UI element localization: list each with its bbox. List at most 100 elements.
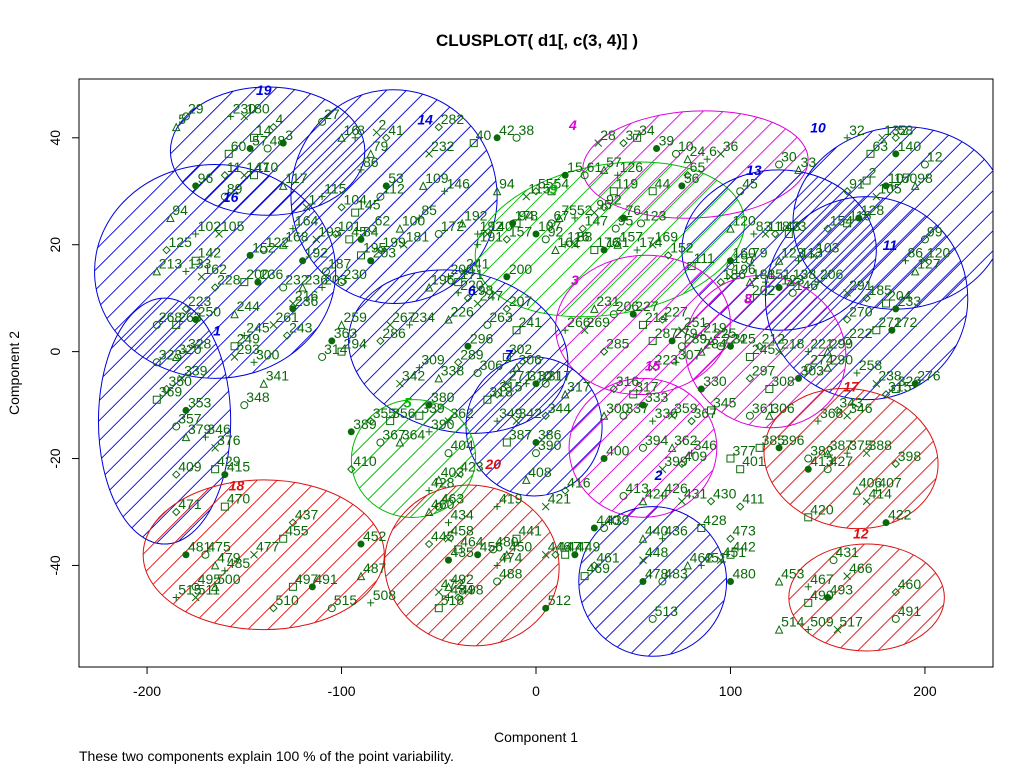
point-label: 510 (275, 592, 299, 608)
point-label: 227 (635, 298, 659, 314)
point-label: 300 (256, 346, 280, 362)
data-point: 315 (492, 378, 523, 399)
data-point: 299 (823, 336, 853, 356)
point-label: 488 (499, 565, 523, 581)
cluster-label-7: 7 (505, 347, 514, 363)
point-label: 224 (723, 330, 747, 346)
point-label: 396 (781, 432, 805, 448)
point-label: 463 (441, 491, 465, 507)
cluster-ellipse-12 (788, 543, 945, 652)
point-label: 2 (869, 165, 877, 181)
point-label: 214 (645, 309, 669, 325)
point-label: 192 (480, 218, 504, 234)
data-point: 367 (687, 405, 717, 426)
data-point: 3 (279, 127, 293, 147)
point-label: 409 (178, 459, 202, 475)
cluster-ellipse-4 (582, 110, 809, 219)
point-label: 302 (509, 341, 533, 357)
point-label: 251 (684, 314, 708, 330)
data-point: 267 (386, 309, 416, 329)
point-label: 333 (645, 389, 669, 405)
data-point: 420 (804, 501, 834, 522)
point-label: 207 (509, 293, 533, 309)
data-point: 238 (872, 368, 902, 388)
point-label: 387 (830, 437, 854, 453)
point-label: 266 (567, 314, 591, 330)
cluster-label-12: 12 (853, 526, 869, 542)
point-label: 310 (528, 368, 552, 384)
data-point: 435 (444, 544, 474, 564)
point-label: 73 (791, 218, 807, 234)
data-point: 306 (765, 400, 795, 420)
data-point: 83 (750, 218, 772, 238)
data-point: 300 (250, 346, 280, 366)
point-label: 362 (674, 432, 698, 448)
point-label: 353 (188, 394, 212, 410)
point-label: 321 (538, 368, 562, 384)
data-point: 386 (532, 426, 562, 446)
cluster-label-1: 1 (213, 323, 221, 339)
data-point: 42 (493, 122, 515, 142)
point-label: 377 (732, 443, 756, 459)
data-point: 185 (862, 282, 892, 303)
point-label: 172 (441, 218, 465, 234)
point-label: 146 (795, 277, 819, 293)
data-point: 57 (599, 154, 622, 174)
point-label: 219 (703, 320, 727, 336)
point-label: 388 (869, 437, 893, 453)
data-point: 247 (473, 288, 503, 308)
point-label: 243 (289, 320, 313, 336)
point-label: 45 (351, 223, 367, 239)
point-label: 150 (894, 170, 918, 186)
point-label: 110 (256, 159, 279, 175)
point-label: 471 (178, 496, 202, 512)
data-point: 362 (444, 405, 474, 425)
data-point: 234 (406, 309, 435, 329)
data-point: 308 (765, 373, 795, 394)
cluster-ellipse-13 (681, 169, 877, 331)
data-point: 63 (866, 138, 888, 158)
point-label: 4 (275, 111, 283, 127)
data-point: 79 (366, 138, 388, 158)
data-point: 421 (541, 491, 571, 511)
data-point: 207 (502, 293, 533, 314)
data-point: 492 (444, 571, 474, 591)
point-label: 272 (894, 314, 918, 330)
data-point: 181 (399, 229, 429, 249)
y-tick-label: 20 (47, 237, 63, 253)
point-label: 500 (217, 571, 241, 587)
point-label: 289 (460, 346, 484, 362)
data-point: 117 (278, 170, 308, 190)
point-label: 102 (198, 218, 222, 234)
point-label: 469 (587, 560, 611, 576)
point-label: 162 (204, 261, 228, 277)
data-point: 222 (843, 325, 873, 345)
cluster-label-11: 11 (883, 237, 898, 253)
point-label: 62 (375, 213, 391, 229)
cluster-ellipse-20 (384, 484, 560, 647)
data-point: 174 (633, 234, 663, 254)
point-label: 345 (713, 394, 737, 410)
point-label: 236 (295, 293, 319, 309)
data-point: 24 (683, 143, 705, 164)
cluster-shading (170, 87, 365, 216)
cluster-ellipse-9 (474, 161, 746, 318)
data-point: 337 (619, 400, 649, 420)
data-point: 44 (648, 175, 670, 196)
point-label: 447 (567, 539, 591, 555)
cluster-ellipse-1 (97, 297, 232, 545)
point-label: 92 (548, 223, 564, 239)
point-label: 350 (169, 373, 193, 389)
data-point: 510 (269, 592, 299, 613)
point-label: 382 (810, 443, 834, 459)
point-label: 143 (777, 218, 801, 234)
point-label: 145 (357, 197, 381, 213)
data-point: 415 (221, 459, 250, 479)
point-label: 171 (460, 266, 484, 282)
point-label: 387 (509, 426, 533, 442)
point-label: 484 (450, 582, 474, 598)
data-point: 380 (425, 389, 455, 409)
point-label: 497 (295, 571, 319, 587)
data-point: 316 (609, 373, 639, 394)
point-label: 30 (781, 149, 797, 165)
